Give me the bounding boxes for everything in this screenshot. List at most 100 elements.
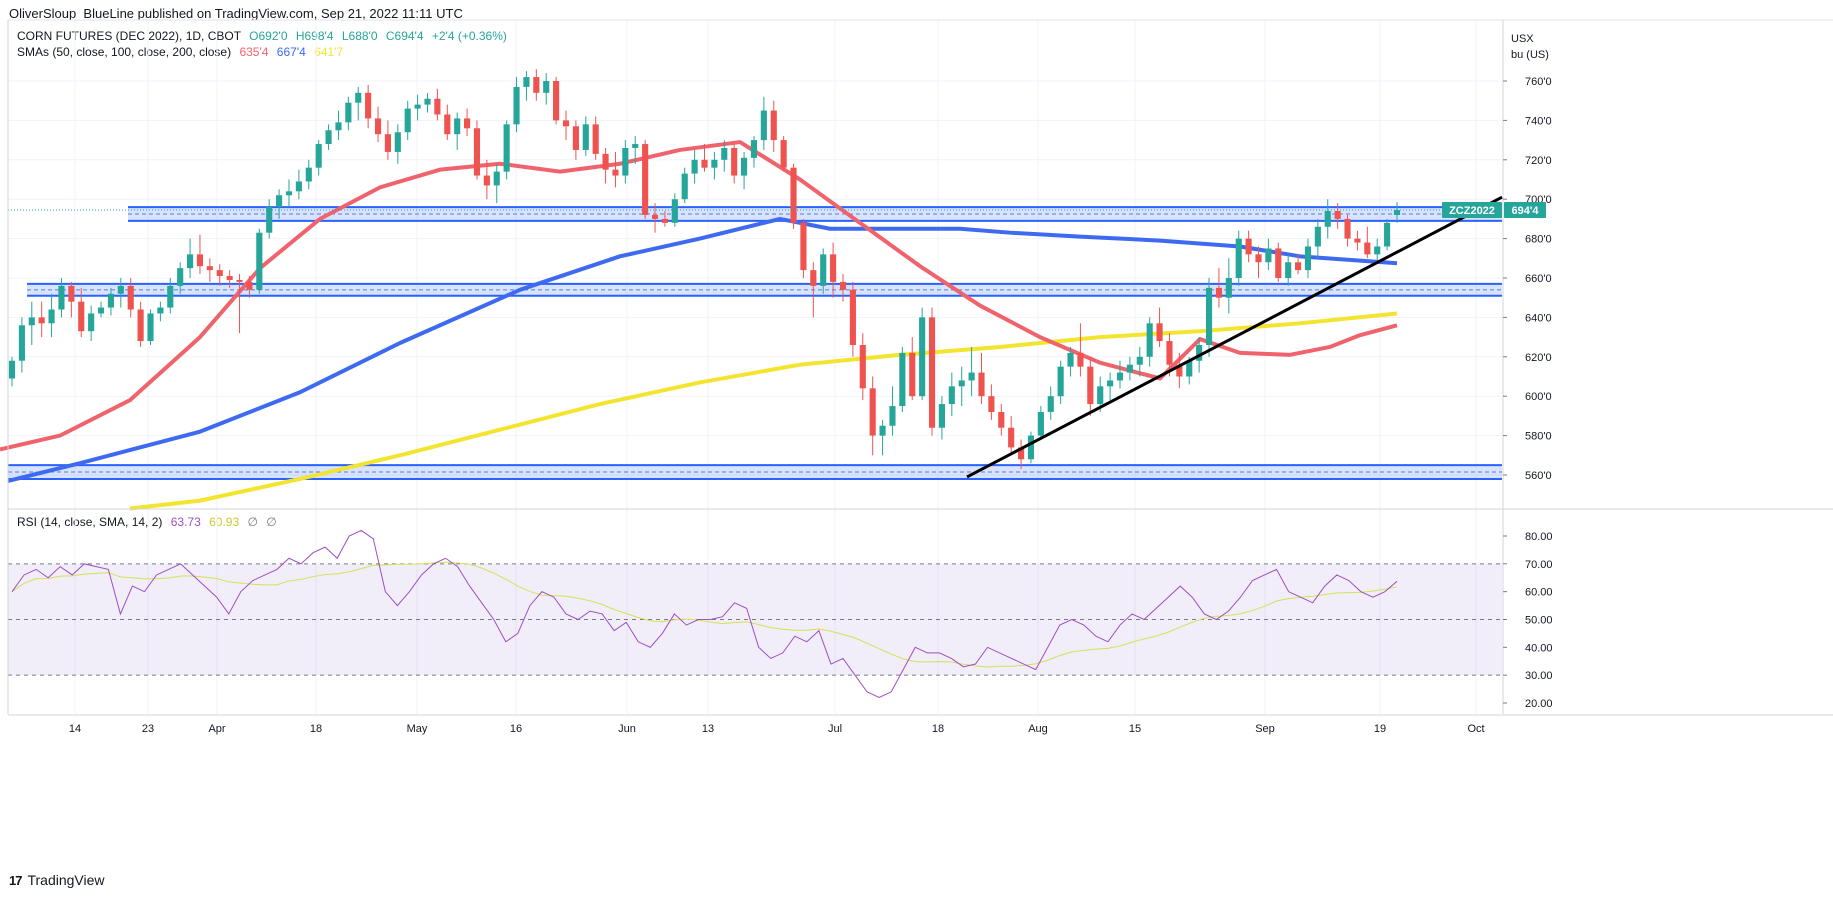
open-value: O692'0 xyxy=(249,29,288,43)
time-axis-label: 16 xyxy=(510,723,522,735)
candle-body xyxy=(454,118,461,135)
rsi-tick-label: 70.00 xyxy=(1525,559,1553,571)
candle-body xyxy=(226,276,233,280)
candle-body xyxy=(1037,411,1044,436)
candle-body xyxy=(839,281,847,290)
rsi-tick-label: 30.00 xyxy=(1525,670,1553,682)
tradingview-footer[interactable]: 17 TradingView xyxy=(9,872,105,888)
candle-body xyxy=(513,86,520,125)
price-tag-bg xyxy=(1504,202,1546,219)
rsi-tick-label: 60.00 xyxy=(1525,587,1553,599)
candle-body xyxy=(1196,344,1203,361)
candle-body xyxy=(1374,246,1381,255)
zone-fill xyxy=(8,465,1502,479)
candle-body xyxy=(8,360,16,379)
candle-body xyxy=(681,173,688,200)
pane-frames xyxy=(7,19,1833,716)
candle-body xyxy=(157,307,164,314)
candle-body xyxy=(1245,238,1252,255)
candle-body xyxy=(48,309,55,324)
candle-body xyxy=(1077,352,1084,367)
candle-body xyxy=(859,344,866,389)
candle-body xyxy=(830,254,837,282)
candle-body xyxy=(760,110,767,141)
candle-body xyxy=(1235,238,1242,278)
candle-body xyxy=(1146,323,1153,357)
candle-body xyxy=(1067,352,1074,367)
candle-body xyxy=(938,404,945,428)
candle-body xyxy=(622,147,629,176)
candle-body xyxy=(770,110,777,141)
candle-body xyxy=(572,126,579,150)
candle-body xyxy=(741,157,748,176)
candle-body xyxy=(899,352,906,407)
price-tick-label: 580'0 xyxy=(1525,431,1552,443)
candle-body xyxy=(216,270,223,277)
candle-body xyxy=(424,98,431,105)
candle-body xyxy=(335,122,342,131)
candle-body xyxy=(394,132,401,152)
publisher-caption: OliverSloup_BlueLine published on Tradin… xyxy=(9,6,463,21)
candlesticks xyxy=(8,69,1401,470)
candle-body xyxy=(404,108,411,133)
candle-body xyxy=(592,124,599,154)
candle-body xyxy=(315,144,322,168)
price-tick-label: 640'0 xyxy=(1525,312,1552,324)
candle-body xyxy=(177,268,184,286)
candle-body xyxy=(305,167,312,182)
time-axis-label: Jul xyxy=(828,723,842,735)
rsi-panel xyxy=(8,529,1502,698)
candle-body xyxy=(1176,364,1183,377)
candle-body xyxy=(1295,262,1302,271)
footer-brand: TradingView xyxy=(27,872,105,888)
candle-body xyxy=(1275,248,1282,278)
candle-body xyxy=(1166,341,1173,365)
price-tick-label: 720'0 xyxy=(1525,155,1552,167)
candle-body xyxy=(1186,360,1193,377)
candle-body xyxy=(958,380,965,387)
symbol-tag: ZCZ2022 xyxy=(1449,205,1495,217)
candle-body xyxy=(1205,287,1213,345)
candle-body xyxy=(68,285,75,302)
sma200-value: 641'7 xyxy=(314,45,344,59)
candle-body xyxy=(345,102,352,123)
candle-body xyxy=(1116,372,1124,381)
candle-body xyxy=(800,222,807,271)
candle-body xyxy=(206,266,213,271)
candle-body xyxy=(473,128,481,176)
candle-body xyxy=(1255,254,1262,263)
candle-body xyxy=(414,104,421,109)
sma100-value: 667'4 xyxy=(276,45,306,59)
candle-body xyxy=(820,254,827,286)
candle-body xyxy=(651,214,659,219)
sma50-line xyxy=(0,140,1398,452)
rsi-tick-label: 20.00 xyxy=(1525,698,1553,710)
time-axis-label: Oct xyxy=(1467,723,1484,735)
rsi-label: RSI (14, close, SMA, 14, 2) xyxy=(17,515,163,529)
candle-body xyxy=(1364,242,1371,255)
change-value: +2'4 (+0.36%) xyxy=(431,29,507,43)
candle-body xyxy=(810,270,817,286)
candle-body xyxy=(493,171,500,186)
candle-body xyxy=(434,98,441,115)
time-axis-label: 19 xyxy=(1374,723,1386,735)
rsi-tick-label: 80.00 xyxy=(1525,531,1553,543)
trendline xyxy=(8,195,1503,479)
candle-body xyxy=(1334,211,1341,219)
candle-body xyxy=(602,153,609,170)
candle-body xyxy=(1344,218,1351,239)
rsi-value: 63.73 xyxy=(170,515,201,529)
price-tick-label: 560'0 xyxy=(1525,470,1552,482)
symbol-legend: CORN FUTURES (DEC 2022), 1D, CBOT O692'0… xyxy=(17,29,507,43)
close-value: C694'4 xyxy=(385,29,424,43)
candle-body xyxy=(879,425,886,436)
candle-body xyxy=(167,285,174,308)
candle-body xyxy=(889,406,896,426)
high-value: H698'4 xyxy=(295,29,334,43)
candle-body xyxy=(701,159,708,168)
candle-body xyxy=(849,289,856,345)
candle-body xyxy=(246,281,253,290)
candle-body xyxy=(661,218,668,223)
